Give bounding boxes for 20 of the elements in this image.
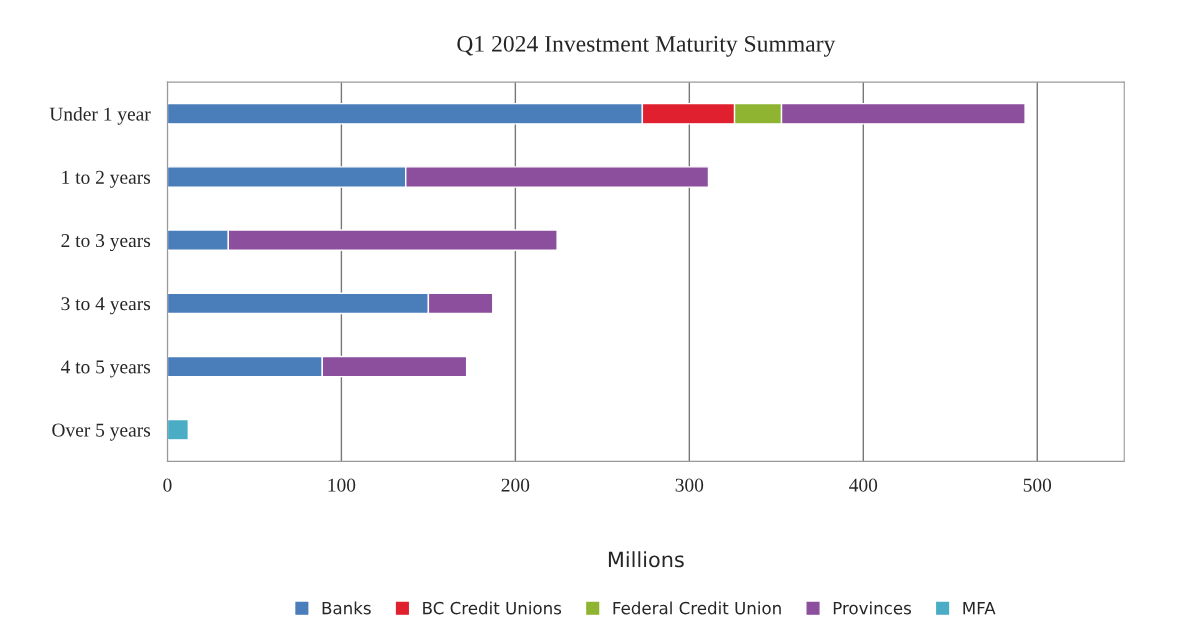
legend-label: BC Credit Unions xyxy=(423,601,562,615)
x-tick-label: 400 xyxy=(849,478,878,492)
x-axis-title: Millions xyxy=(608,551,684,568)
bar xyxy=(167,418,190,441)
legend-label: Banks xyxy=(322,601,371,615)
y-tick-label: 3 to 4 years xyxy=(61,297,151,315)
legend-label: Provinces xyxy=(833,601,911,615)
x-tick-label: 100 xyxy=(328,478,356,492)
y-tick-label: 2 to 3 years xyxy=(61,234,151,252)
x-tick-label: 300 xyxy=(675,478,704,492)
chart-title: Q1 2024 Investment Maturity Summary xyxy=(457,35,836,57)
y-tick-label: 1 to 2 years xyxy=(62,170,151,188)
legend-label: MFA xyxy=(963,602,996,615)
x-tick-label: 0 xyxy=(163,478,172,492)
y-tick-label: Over 5 years xyxy=(52,423,151,441)
x-tick-label: 500 xyxy=(1023,478,1052,492)
x-tick-label: 200 xyxy=(501,478,530,492)
y-tick-label: 4 to 5 years xyxy=(60,360,151,378)
y-tick-label: Under 1 year xyxy=(49,107,151,125)
legend-label: Federal Credit Union xyxy=(613,601,781,615)
